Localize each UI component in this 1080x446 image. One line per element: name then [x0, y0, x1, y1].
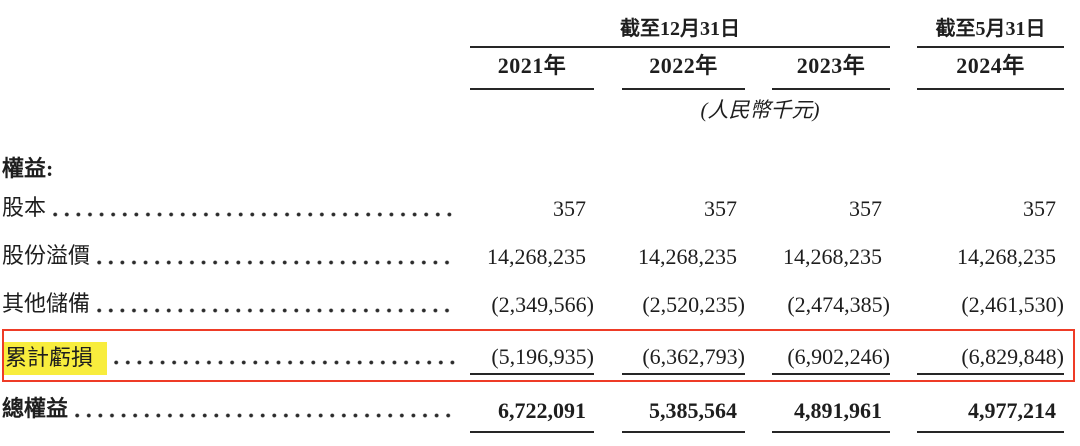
value-2024: 4,977,214: [917, 398, 1064, 433]
period-header-row: 截至12月31日 截至5月31日: [2, 13, 1066, 48]
dot-leader: [97, 308, 456, 313]
value-2021: (2,349,566): [491, 292, 594, 317]
row-share-capital: 股本 357 357 357 357: [2, 183, 1066, 231]
value-2021: 357: [553, 196, 586, 221]
value-2024: 14,268,235: [957, 244, 1056, 269]
section-label-equity: 權益:: [2, 156, 54, 181]
value-2021: (5,196,935): [470, 344, 594, 375]
value-2022: 14,268,235: [638, 244, 737, 269]
row-label: 股本: [2, 195, 47, 220]
value-2023: 14,268,235: [783, 244, 882, 269]
year-header-2024: 2024年: [917, 48, 1064, 90]
row-label: 股份溢價: [2, 243, 91, 268]
dot-leader: [97, 260, 456, 265]
row-total-equity: 總權益 6,722,091 5,385,564 4,891,961 4,977,…: [2, 379, 1066, 433]
value-2024: (6,829,848): [917, 344, 1064, 375]
row-label: 其他儲備: [2, 291, 91, 316]
dot-leader: [75, 413, 456, 418]
value-2023: 4,891,961: [772, 398, 890, 433]
year-header-2021: 2021年: [470, 48, 594, 90]
dot-leader: [114, 360, 456, 365]
value-2022: 357: [704, 196, 737, 221]
section-row-equity: 權益:: [2, 149, 1066, 183]
year-header-2022: 2022年: [622, 48, 745, 90]
row-other-reserves: 其他儲備 (2,349,566) (2,520,235) (2,474,385)…: [2, 279, 1066, 327]
value-2024: (2,461,530): [961, 292, 1064, 317]
year-header-row: 2021年 2022年 2023年 2024年: [2, 48, 1066, 90]
value-2023: (2,474,385): [787, 292, 890, 317]
value-2021: 6,722,091: [470, 398, 594, 433]
row-accumulated-losses: 累計虧損 (5,196,935) (6,362,793) (6,902,246)…: [2, 327, 1066, 379]
year-header-2023: 2023年: [772, 48, 890, 90]
value-2023: 357: [849, 196, 882, 221]
dot-leader: [53, 212, 456, 217]
value-2022: (2,520,235): [642, 292, 745, 317]
value-2022: 5,385,564: [622, 398, 745, 433]
unit-note-row: (人民幣千元): [2, 90, 1066, 127]
period-header-may31: 截至5月31日: [917, 12, 1064, 48]
equity-table: 截至12月31日 截至5月31日 2021年 2022年 2023年 2024年…: [2, 0, 1066, 433]
value-2023: (6,902,246): [772, 344, 890, 375]
period-header-dec31: 截至12月31日: [470, 12, 890, 48]
row-share-premium: 股份溢價 14,268,235 14,268,235 14,268,235 14…: [2, 231, 1066, 279]
value-2024: 357: [1023, 196, 1056, 221]
row-label-highlighted: 累計虧損: [2, 342, 108, 375]
currency-unit-note: (人民幣千元): [700, 98, 820, 122]
value-2021: 14,268,235: [487, 244, 586, 269]
row-label: 總權益: [2, 396, 69, 421]
value-2022: (6,362,793): [622, 344, 745, 375]
